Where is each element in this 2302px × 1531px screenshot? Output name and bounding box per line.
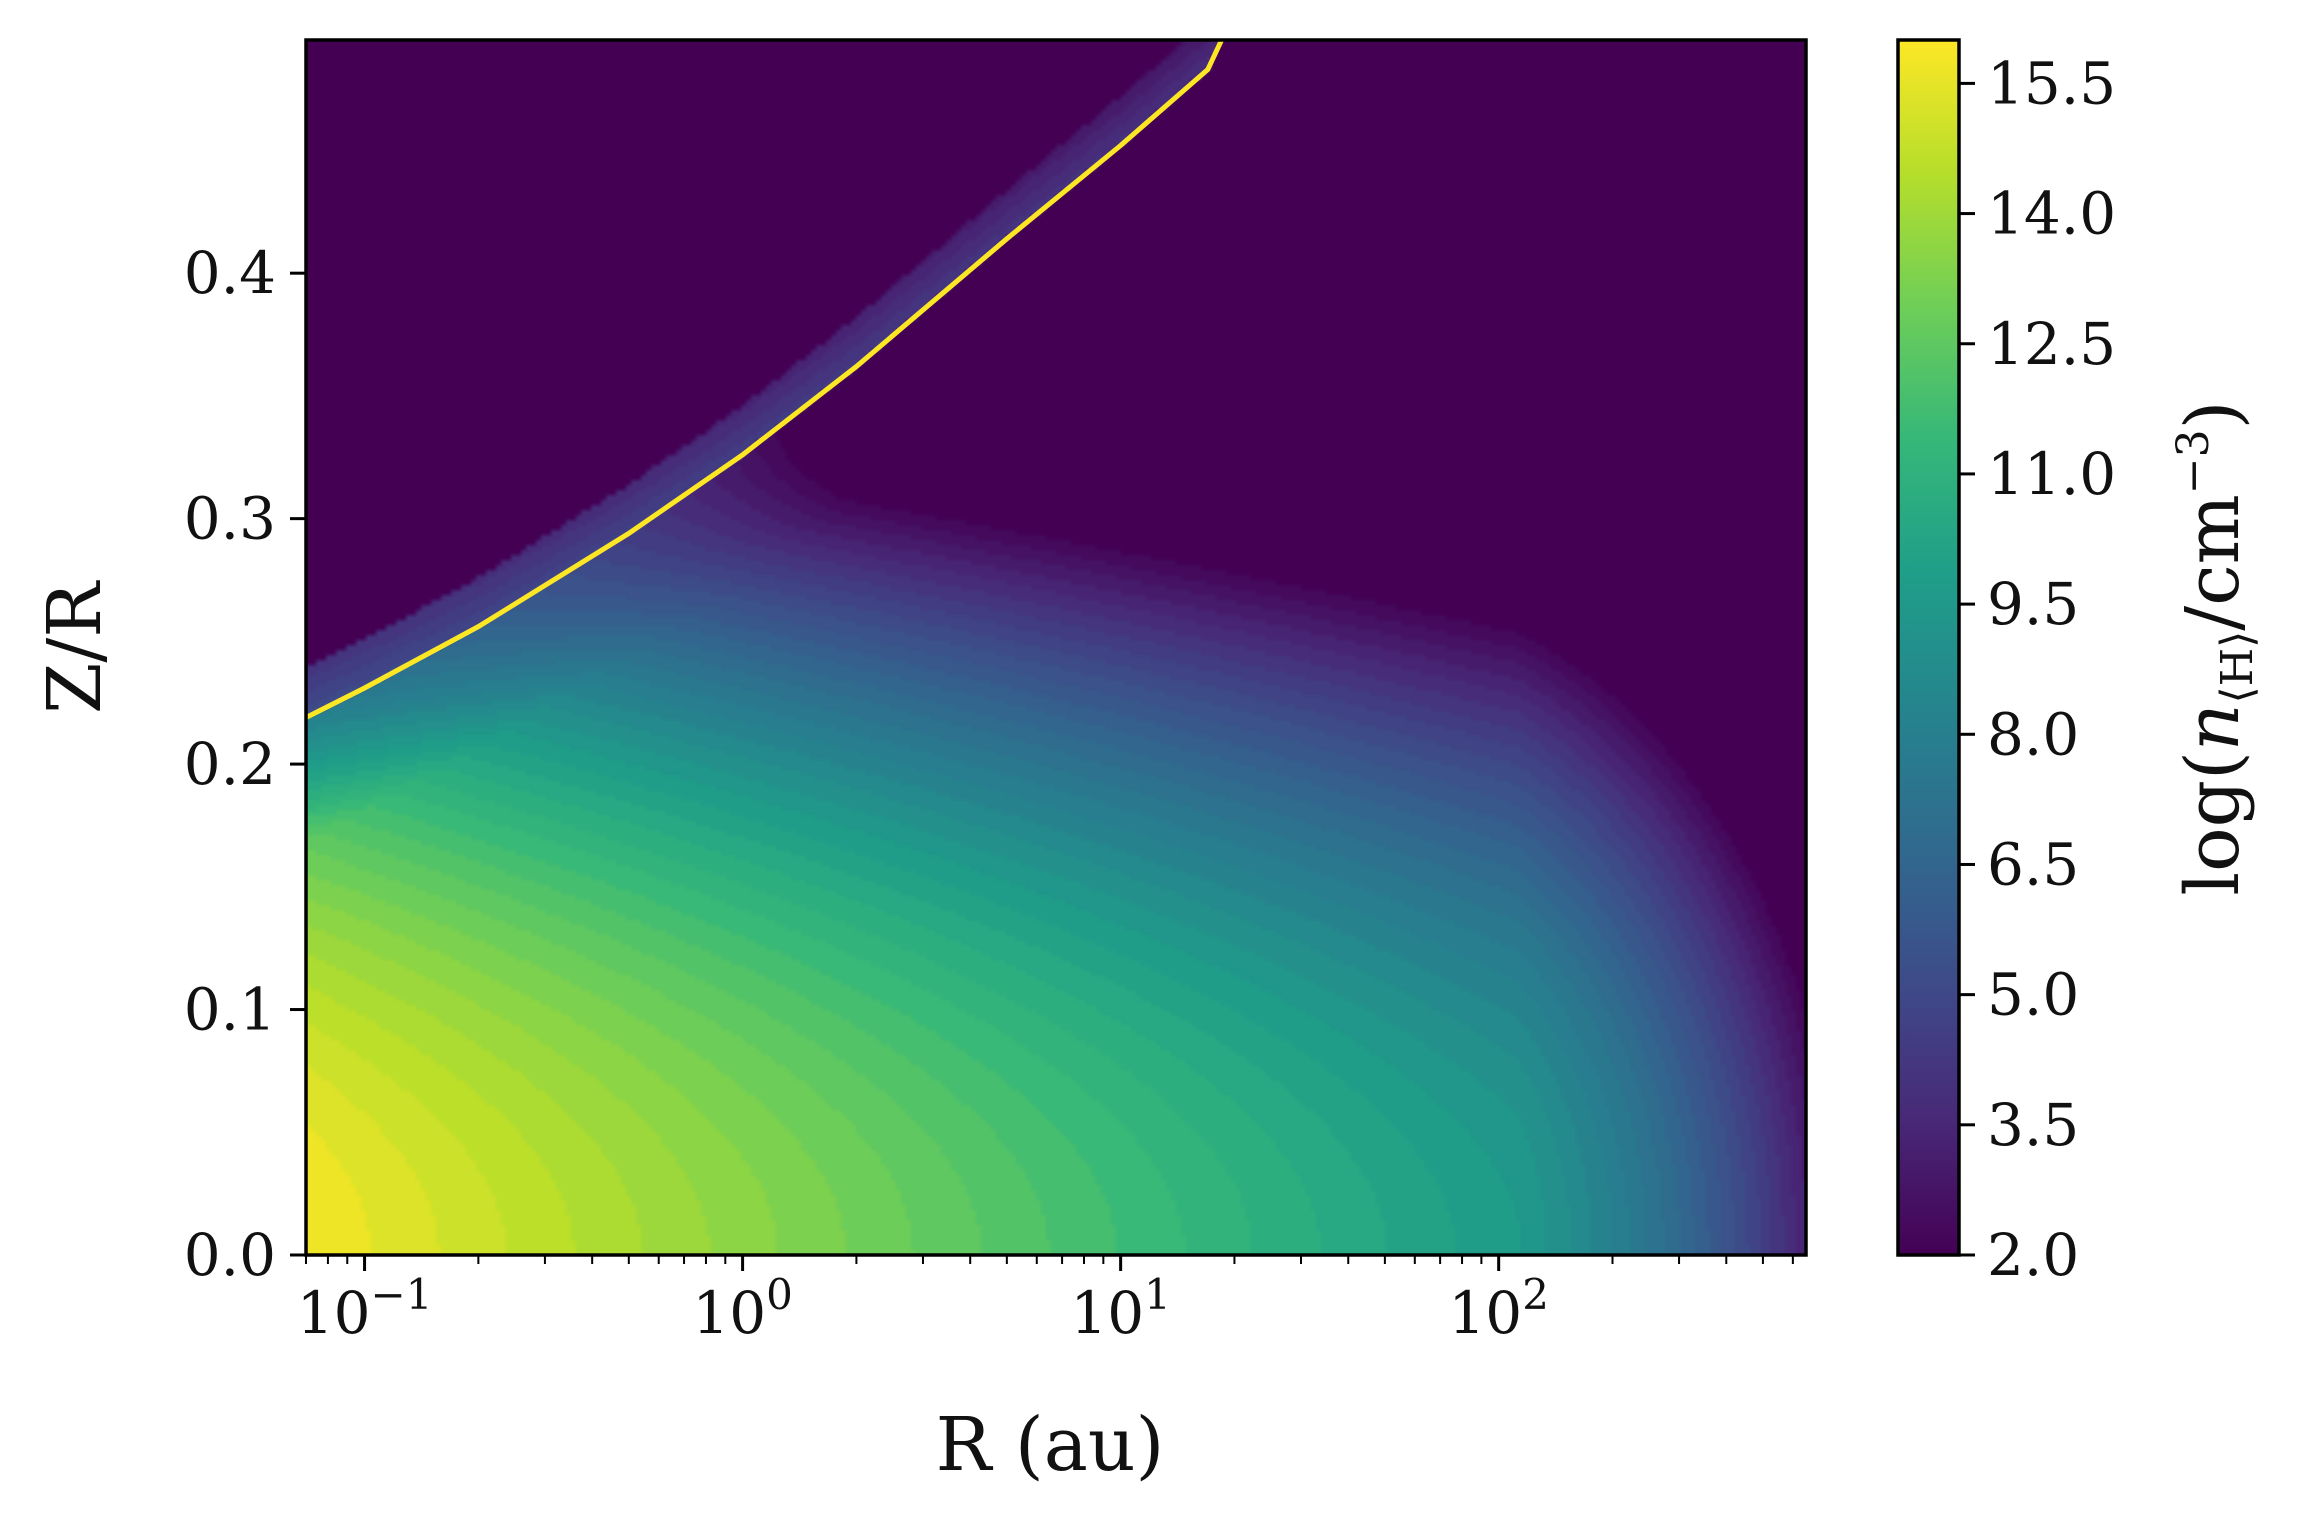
colorbar-tick-label: 2.0 (1987, 1221, 2079, 1289)
x-tick-label: 101 (1070, 1270, 1171, 1347)
density-heatmap (306, 40, 1806, 1255)
colorbar-label: log(n⟨H⟩/cm−3) (2168, 400, 2263, 895)
x-tick-label: 100 (692, 1270, 793, 1347)
colorbar-label-prefix: log( (2170, 751, 2256, 895)
y-tick-label: 0.0 (184, 1221, 276, 1289)
x-tick-label: 10−1 (297, 1270, 433, 1347)
x-axis-ticks: 10−1 100 101 102 (297, 1255, 1794, 1347)
plot-frame (304, 38, 1808, 1257)
colorbar-ticks: 2.0 3.5 5.0 6.5 8.0 9.5 11.0 12.5 14.0 15.5 (1959, 49, 2116, 1289)
colorbar-tick-label: 5.0 (1987, 961, 2079, 1029)
colorbar-tick-label: 8.0 (1987, 700, 2079, 768)
x-axis-label: R (au) (936, 1402, 1165, 1488)
x-tick-label: 102 (1448, 1270, 1549, 1347)
contour-line (306, 40, 1224, 720)
y-tick-label: 0.3 (184, 485, 276, 553)
colorbar-tick-label: 15.5 (1987, 49, 2116, 117)
y-axis-label: Z/R (32, 580, 118, 714)
y-tick-label: 0.1 (184, 976, 276, 1044)
colorbar-label-var: n (2170, 703, 2256, 751)
colorbar-tick-label: 11.0 (1987, 440, 2116, 508)
colorbar-tick-label: 3.5 (1987, 1091, 2079, 1159)
colorbar-label-suffix: ) (2170, 400, 2256, 429)
heatmap-area (306, 40, 1806, 1255)
colorbar-label-units: /cm (2170, 494, 2256, 631)
y-tick-label: 0.2 (184, 730, 276, 798)
colorbar-tick-label: 9.5 (1987, 570, 2079, 638)
y-tick-label: 0.4 (184, 239, 276, 307)
colorbar-tick-label: 14.0 (1987, 180, 2116, 248)
colorbar-label-sup: −3 (2168, 429, 2219, 494)
colorbar (1898, 40, 1959, 1255)
colorbar-tick-label: 12.5 (1987, 310, 2116, 378)
colorbar-frame (1896, 38, 1961, 1257)
y-axis-ticks: 0.0 0.1 0.2 0.3 0.4 (184, 239, 306, 1289)
colorbar-label-sub: ⟨H⟩ (2212, 631, 2263, 704)
colorbar-tick-label: 6.5 (1987, 830, 2079, 898)
